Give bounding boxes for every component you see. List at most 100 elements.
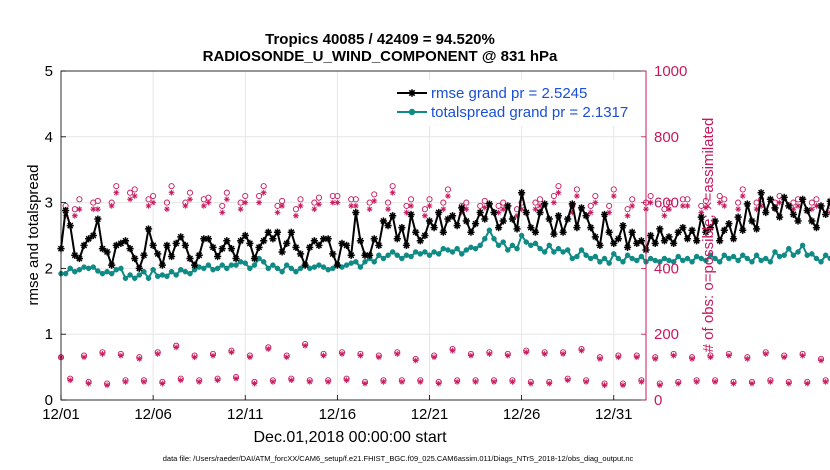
rmse-point (476, 208, 484, 217)
totalspread-point (712, 255, 718, 262)
obs-assimilated-marker (620, 382, 626, 389)
legend-marker-totalspread (408, 108, 416, 116)
rmse-point (711, 217, 719, 225)
totalspread-point (730, 253, 737, 260)
totalspread-point (394, 252, 401, 258)
obs-assimilated-marker (260, 189, 267, 196)
rmse-point (541, 200, 549, 208)
obs-possible-marker (163, 199, 170, 206)
rmse-point (794, 217, 802, 225)
rmse-point (246, 239, 254, 247)
rmse-point (195, 251, 203, 259)
rmse-point (775, 213, 784, 221)
rmse-point (762, 208, 770, 217)
obs-assimilated-marker (666, 206, 672, 213)
rmse-point (356, 237, 365, 245)
totalspread-point (758, 257, 764, 264)
rmse-point (103, 248, 111, 256)
rmse-point (481, 215, 489, 223)
totalspread-point (551, 249, 557, 255)
obs-assimilated-marker (237, 206, 244, 213)
totalspread-point (399, 255, 405, 262)
totalspread-point (247, 265, 253, 272)
totalspread-point (159, 272, 166, 278)
obs-assimilated-marker (818, 357, 824, 364)
rmse-series (57, 189, 830, 272)
rmse-point (412, 228, 420, 236)
obs-assimilated-marker (656, 382, 663, 389)
totalspread-point (491, 236, 497, 242)
obs-assimilated-marker (274, 209, 281, 216)
totalspread-point (104, 268, 110, 275)
rmse-point (706, 224, 715, 232)
rmse-point (416, 237, 424, 245)
rmse-point (766, 195, 774, 203)
obs-assimilated-marker (670, 352, 677, 359)
obs-assimilated-marker (749, 380, 755, 387)
totalspread-point (164, 273, 170, 280)
totalspread-point (458, 251, 465, 257)
obs-assimilated-marker (546, 380, 553, 387)
obs-assimilated-marker (468, 352, 474, 359)
rmse-point (389, 212, 397, 220)
obs-assimilated-marker (707, 354, 714, 361)
obs-assimilated-marker (141, 379, 147, 385)
obs-assimilated-marker (104, 382, 110, 389)
rmse-point (117, 239, 125, 247)
rmse-point (283, 239, 291, 247)
obs-possible-marker (647, 192, 654, 200)
totalspread-point (288, 265, 295, 272)
totalspread-point (210, 266, 216, 273)
obs-possible-marker (808, 199, 815, 206)
obs-assimilated-marker (445, 193, 451, 199)
obs-assimilated-marker (187, 196, 193, 203)
rmse-point (490, 208, 498, 217)
obs-possible-marker (145, 196, 152, 203)
obs-assimilated-marker (191, 354, 198, 361)
y-tick-label-left: 4 (45, 129, 53, 146)
totalspread-point (726, 255, 732, 262)
y-axis-label-right: # of obs: o=possible; ×=assimilated (700, 118, 717, 353)
obs-possible-marker (444, 186, 451, 193)
obs-assimilated-marker (306, 379, 313, 385)
obs-possible-marker (223, 189, 230, 196)
rmse-point (596, 241, 604, 249)
obs-possible-marker (426, 196, 433, 203)
rmse-point (310, 237, 318, 245)
totalspread-point (827, 255, 830, 262)
rmse-point (619, 222, 627, 230)
totalspread-point (809, 251, 815, 257)
obs-assimilated-marker (550, 199, 557, 206)
rmse-point (817, 202, 825, 210)
totalspread-point (767, 259, 774, 265)
rmse-point (324, 235, 332, 243)
obs-possible-marker (315, 194, 323, 201)
footer-data-file: data file: /Users/raeder/DAI/ATM_forcXX/… (163, 454, 634, 463)
obs-assimilated-marker (269, 379, 276, 385)
obs-assimilated-marker (242, 199, 249, 206)
obs-possible-marker (735, 199, 742, 206)
obs-possible-marker (606, 202, 613, 209)
y-tick-label-left: 2 (45, 260, 53, 277)
totalspread-point (560, 249, 566, 255)
obs-assimilated-marker (256, 199, 262, 206)
totalspread-point (615, 255, 622, 262)
rmse-point (453, 222, 461, 230)
totalspread-point (707, 252, 714, 258)
rmse-point (347, 251, 355, 259)
rmse-point (204, 235, 212, 243)
obs-assimilated-marker (108, 202, 115, 209)
obs-assimilated-marker (652, 355, 659, 362)
obs-assimilated-marker (601, 382, 608, 389)
rmse-point (688, 226, 696, 234)
rmse-point (799, 195, 807, 203)
obs-assimilated-marker (380, 379, 387, 385)
rmse-point (181, 241, 189, 249)
rmse-point (702, 228, 710, 236)
obs-possible-marker (384, 199, 392, 206)
obs-possible-marker (684, 196, 691, 203)
rmse-point (135, 264, 143, 272)
totalspread-point (435, 251, 442, 257)
obs-possible-marker (421, 206, 428, 213)
rmse-point (697, 213, 705, 221)
